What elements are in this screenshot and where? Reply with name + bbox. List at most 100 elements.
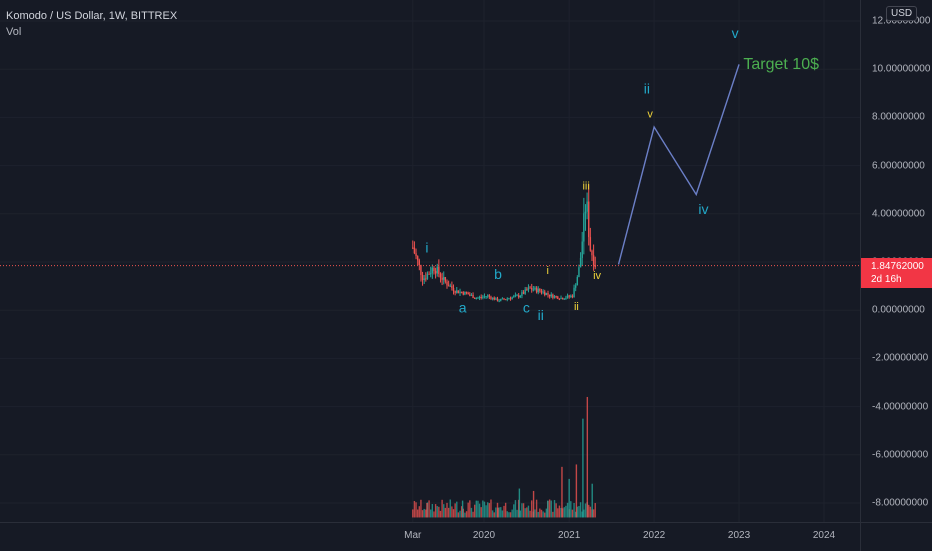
currency-button[interactable]: USD — [886, 6, 918, 21]
volume-spike-bar — [497, 507, 499, 518]
candle-body — [514, 295, 517, 297]
candle-body — [421, 275, 424, 280]
volume-bar — [557, 508, 559, 518]
volume-bar — [511, 509, 513, 518]
candle-body — [579, 257, 582, 268]
volume-bar — [433, 511, 435, 518]
price-tick-label: 8.00000000 — [872, 111, 925, 123]
volume-bar — [412, 509, 414, 518]
volume-bar — [413, 500, 416, 518]
volume-bar — [563, 507, 565, 518]
volume-bar — [513, 504, 515, 518]
price-tick-label: 0.00000000 — [872, 304, 925, 316]
candle-body — [553, 296, 556, 298]
candle-body — [571, 295, 574, 298]
volume-bar — [434, 504, 437, 518]
candle-body — [522, 292, 525, 294]
volume-bar — [449, 499, 451, 518]
volume-bar — [529, 510, 531, 518]
volume-bar — [416, 509, 419, 518]
volume-spike-bar — [568, 478, 570, 518]
chart-area[interactable]: i a b c ii i ii iii iv v ii iv v Target 10$ — [0, 0, 860, 522]
volume-bar — [441, 499, 443, 518]
candle-body — [426, 273, 429, 279]
volume-bar — [527, 505, 530, 518]
bar-countdown: 2d 16h — [871, 274, 902, 285]
volume-bar — [490, 499, 492, 518]
wave-label: b — [494, 266, 502, 282]
candle-body — [495, 298, 497, 300]
volume-bar — [415, 502, 417, 518]
candle-body — [516, 295, 518, 297]
volume-indicator-label[interactable]: Vol — [6, 26, 22, 38]
volume-bar — [592, 509, 595, 518]
volume-bar — [443, 504, 445, 518]
candle-body — [451, 285, 453, 288]
candle-body — [529, 287, 531, 289]
volume-bar — [456, 501, 458, 518]
volume-bar — [488, 503, 491, 518]
volume-bar — [487, 502, 489, 518]
volume-bar — [571, 509, 574, 518]
wave-label: ii — [644, 80, 650, 96]
candle-body — [462, 292, 464, 295]
candle-body — [438, 266, 440, 274]
candle-body — [449, 285, 451, 287]
volume-spike-bar — [518, 488, 521, 518]
time-tick-label: 2022 — [642, 530, 666, 541]
candle-body — [583, 213, 585, 242]
candle-body — [513, 296, 515, 298]
price-tick-label: 4.00000000 — [872, 208, 925, 220]
candle-body — [447, 285, 450, 287]
projection-polyline — [617, 64, 740, 265]
volume-bar — [483, 501, 486, 518]
candle-body — [452, 287, 455, 292]
volume-bar — [418, 506, 421, 518]
time-axis[interactable] — [0, 522, 860, 551]
volume-bar — [579, 502, 582, 518]
price-tick-label: 12.00000000 — [872, 15, 931, 27]
candle-body — [423, 278, 425, 280]
volume-bar — [469, 500, 471, 518]
volume-bar — [452, 509, 455, 518]
candle-body — [589, 237, 592, 251]
volume-bar — [508, 512, 510, 518]
wave-label: iv — [698, 201, 708, 217]
candle-body — [454, 291, 456, 293]
volume-spike-bar — [561, 466, 563, 518]
candle-body — [581, 241, 583, 258]
volume-bar — [573, 502, 575, 518]
volume-bar — [439, 510, 442, 518]
candle-body — [578, 267, 580, 278]
price-tick-label: 10.00000000 — [872, 63, 931, 75]
volume-bar — [524, 508, 526, 518]
wave-label: iv — [593, 270, 601, 282]
volume-bar — [566, 502, 569, 518]
candle-body — [418, 260, 421, 266]
volume-bar — [542, 511, 544, 518]
volume-bar — [545, 508, 548, 518]
volume-bar — [447, 507, 450, 518]
candle-body — [506, 298, 508, 300]
candle-body — [511, 297, 513, 299]
candle-body — [560, 297, 562, 299]
volume-bar — [485, 505, 487, 518]
candle-body — [441, 277, 443, 280]
volume-bar — [421, 510, 424, 518]
axis-corner[interactable] — [860, 522, 932, 551]
volume-bar — [446, 502, 448, 518]
symbol-title[interactable]: Komodo / US Dollar, 1W, BITTREX — [6, 10, 178, 22]
volume-spike-bar — [461, 500, 464, 518]
volume-bar — [522, 503, 525, 518]
target-annotation: Target 10$ — [743, 56, 819, 73]
volume-bar — [540, 509, 543, 518]
candle-body — [501, 298, 504, 300]
candle-body — [480, 296, 482, 298]
time-tick-label: 2023 — [727, 530, 751, 541]
wave-label: ii — [574, 301, 579, 313]
volume-bar — [470, 507, 473, 518]
wave-label: ii — [538, 307, 544, 323]
volume-bar — [464, 512, 466, 518]
wave-label: a — [459, 300, 467, 316]
